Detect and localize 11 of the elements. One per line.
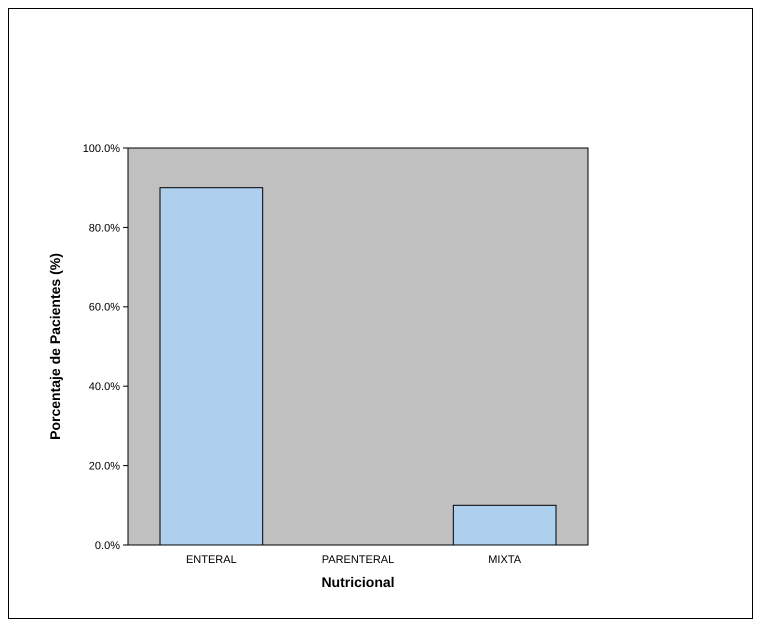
y-axis-title: Porcentaje de Pacientes (%) <box>47 253 63 440</box>
x-tick-label: MIXTA <box>488 554 522 566</box>
y-tick-label: 20.0% <box>88 460 120 472</box>
y-tick-label: 100.0% <box>82 142 120 155</box>
y-tick-label: 40.0% <box>88 381 120 394</box>
y-tick-label: 60.0% <box>88 302 120 314</box>
x-tick-label: PARENTERAL <box>322 554 394 566</box>
x-axis-title: Nutricional <box>321 574 395 590</box>
y-tick-label: 80.0% <box>88 222 120 234</box>
y-tick-label: 0.0% <box>94 540 120 552</box>
x-tick-label: ENTERAL <box>186 554 237 566</box>
